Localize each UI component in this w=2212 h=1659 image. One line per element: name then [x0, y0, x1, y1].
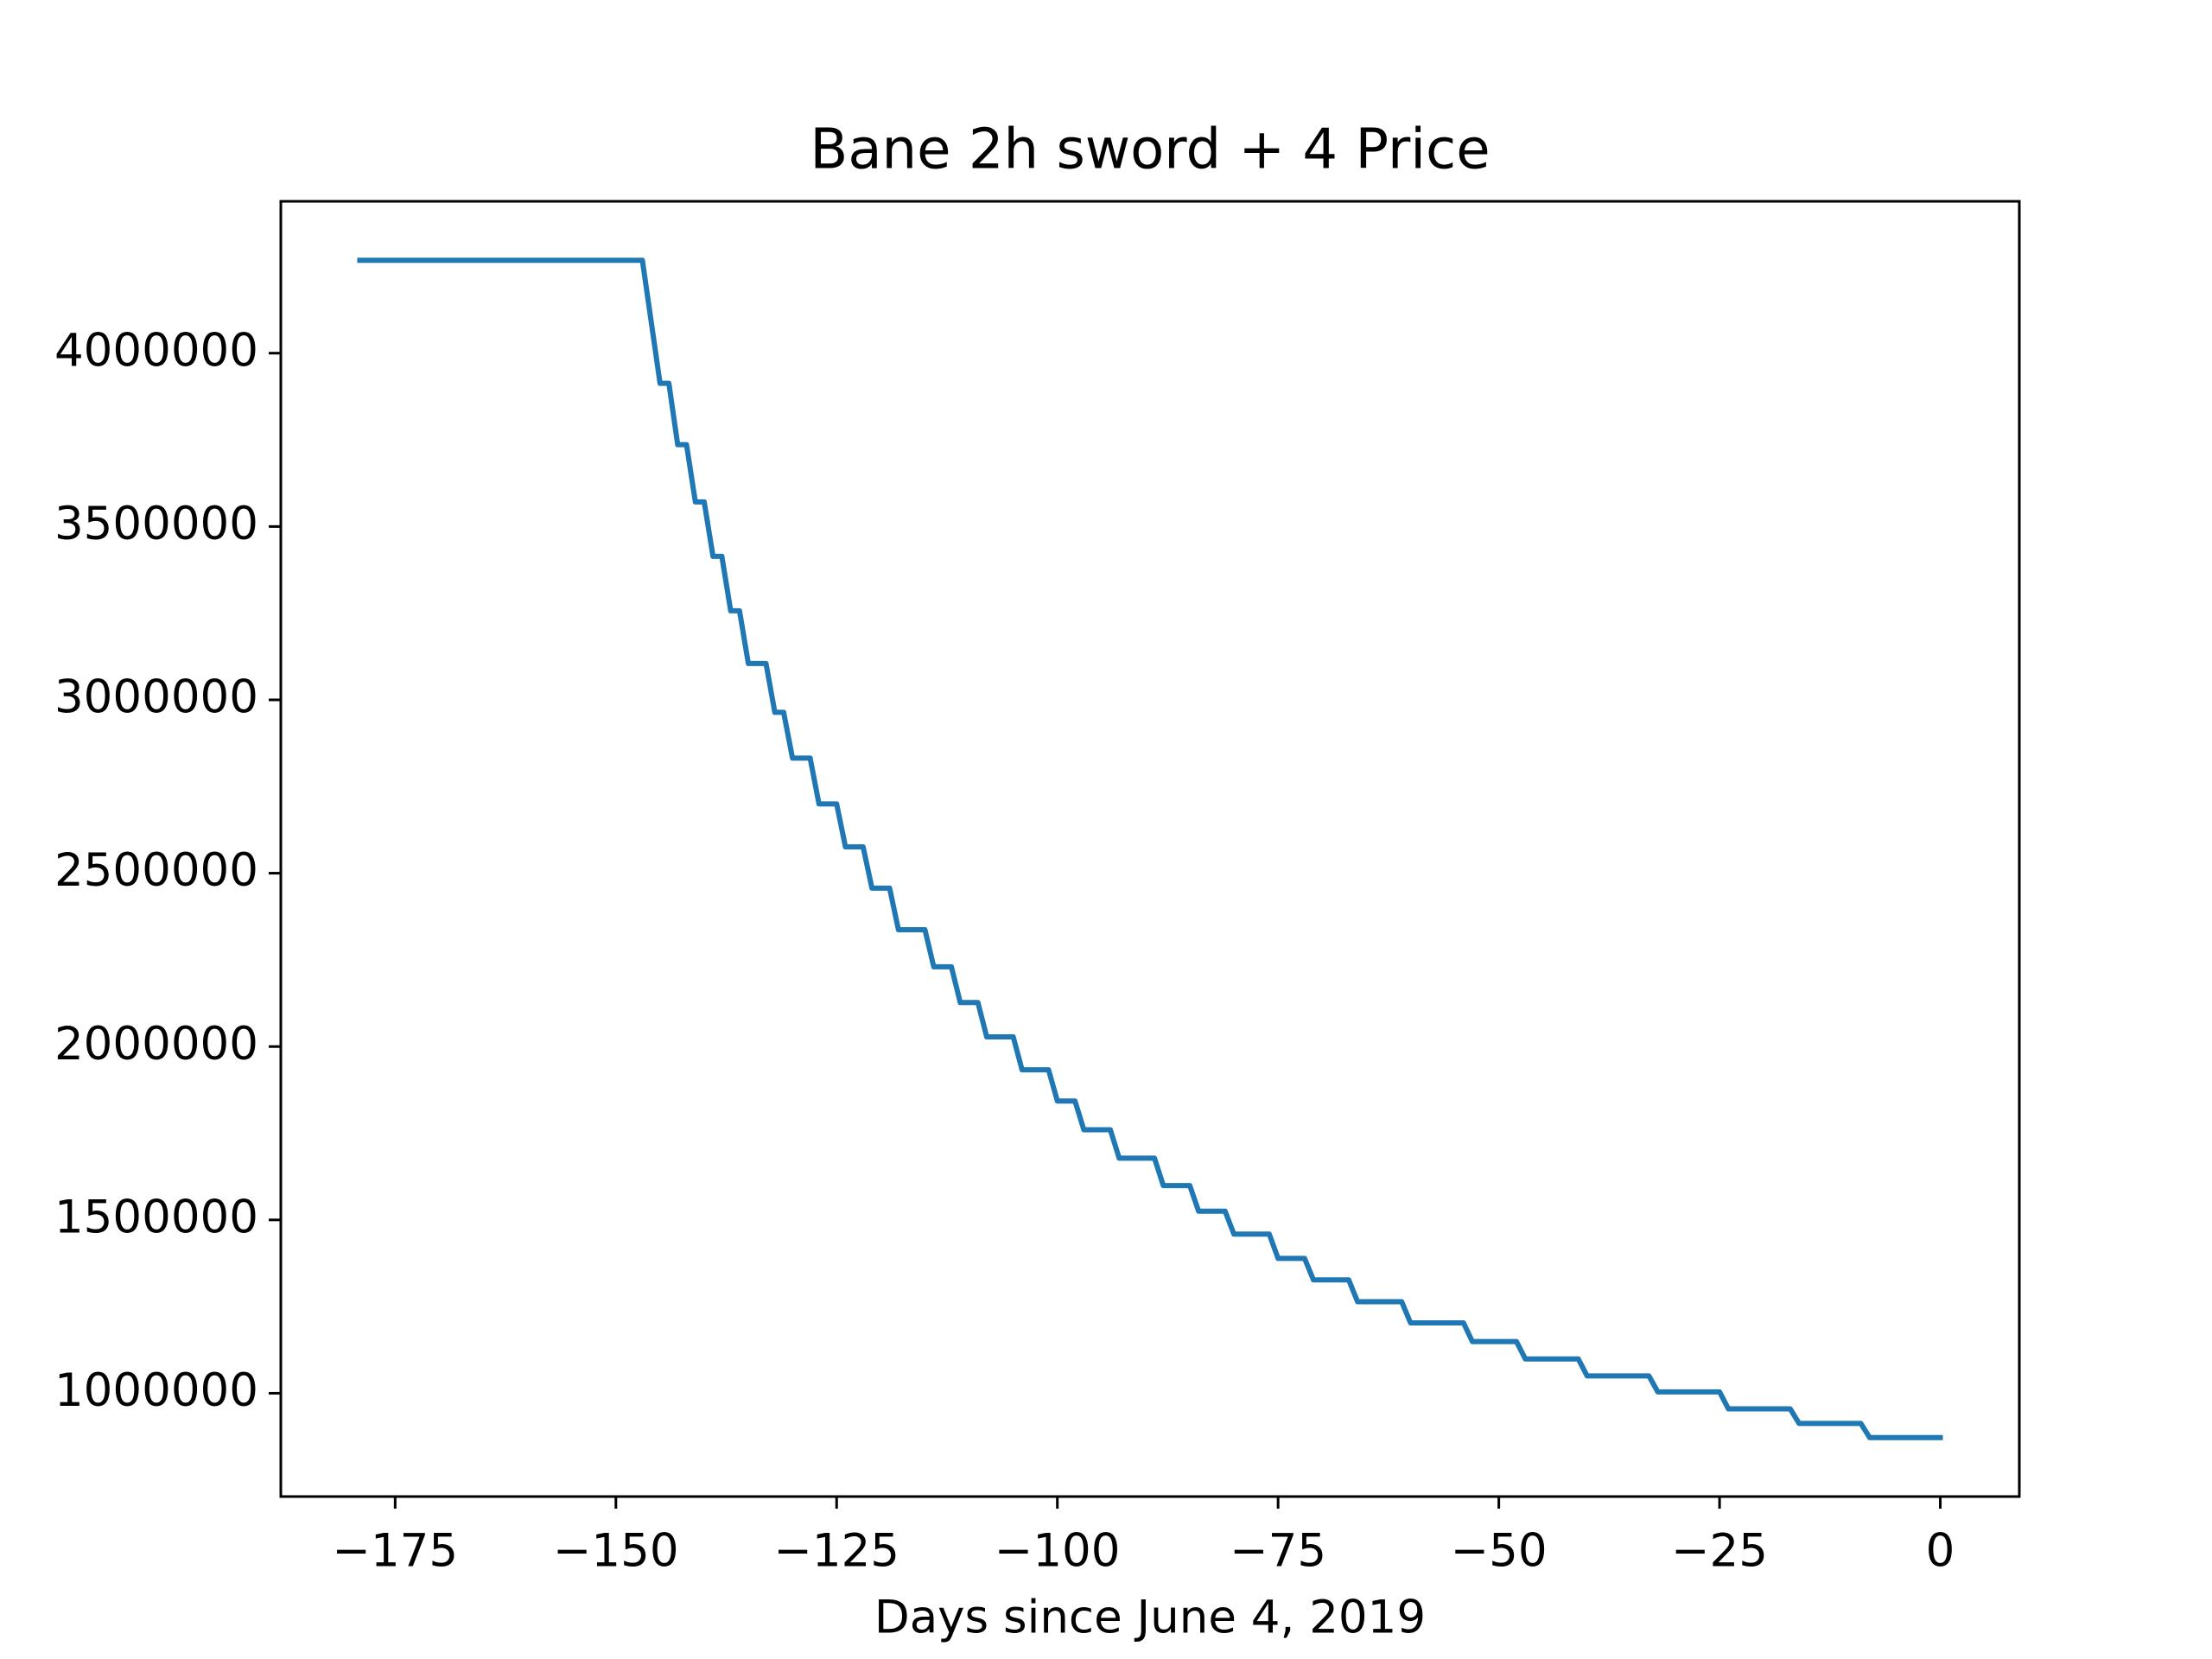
y-tick-label: 3000000 — [54, 671, 258, 724]
y-tick-label: 3500000 — [54, 498, 258, 550]
y-tick-label: 2500000 — [54, 844, 258, 897]
x-tick-label: −150 — [553, 1525, 679, 1578]
x-tick-label: −100 — [995, 1525, 1121, 1578]
x-tick-label: −125 — [773, 1525, 899, 1578]
y-tick-label: 4000000 — [54, 324, 258, 377]
y-tick-label: 1500000 — [54, 1191, 258, 1243]
line-series — [357, 257, 1943, 1440]
x-axis-label: Days since June 4, 2019 — [874, 1592, 1426, 1644]
y-tick-label: 1000000 — [54, 1364, 258, 1417]
axes-frame — [279, 200, 2021, 1498]
y-tick-label: 2000000 — [54, 1018, 258, 1071]
chart-title: Bane 2h sword + 4 Price — [810, 118, 1490, 182]
x-tick-label: −175 — [333, 1525, 459, 1578]
x-tick-label: −75 — [1230, 1525, 1326, 1578]
x-tick-label: −25 — [1671, 1525, 1768, 1578]
x-tick-label: 0 — [1926, 1525, 1955, 1578]
x-tick-label: −50 — [1451, 1525, 1548, 1578]
